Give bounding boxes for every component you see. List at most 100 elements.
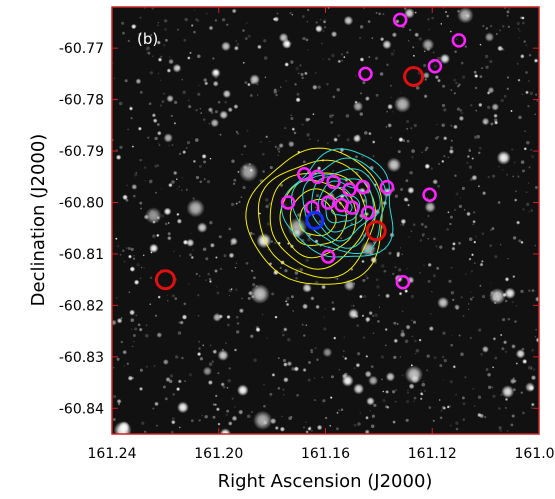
background-noise bbox=[247, 296, 251, 300]
background-noise bbox=[466, 161, 469, 165]
background-noise bbox=[481, 232, 485, 236]
background-noise bbox=[253, 233, 255, 235]
star bbox=[284, 62, 290, 67]
background-noise bbox=[143, 166, 147, 169]
background-noise bbox=[491, 227, 495, 231]
background-noise bbox=[362, 336, 366, 339]
star bbox=[175, 178, 178, 181]
magenta-source-marker bbox=[320, 249, 336, 264]
background-noise bbox=[294, 83, 297, 86]
background-noise bbox=[276, 12, 279, 15]
background-noise bbox=[203, 78, 207, 82]
star bbox=[361, 259, 365, 264]
background-noise bbox=[157, 22, 159, 24]
star bbox=[522, 358, 528, 365]
star bbox=[382, 390, 385, 393]
background-noise bbox=[449, 424, 452, 427]
background-noise bbox=[284, 126, 287, 130]
background-noise bbox=[406, 267, 409, 270]
x-tick-label: 161.20 bbox=[194, 446, 243, 462]
star bbox=[368, 131, 372, 136]
background-noise bbox=[455, 427, 459, 431]
background-noise bbox=[281, 331, 284, 333]
background-noise bbox=[410, 294, 415, 299]
star bbox=[525, 90, 529, 95]
background-noise bbox=[473, 405, 476, 407]
background-noise bbox=[441, 123, 445, 127]
background-noise bbox=[116, 357, 120, 361]
background-noise bbox=[199, 180, 203, 184]
star bbox=[515, 362, 519, 365]
star bbox=[304, 71, 308, 76]
star bbox=[227, 421, 233, 426]
background-noise bbox=[207, 272, 211, 276]
background-noise bbox=[244, 81, 248, 85]
star bbox=[385, 372, 396, 382]
background-noise bbox=[144, 180, 146, 182]
background-noise bbox=[520, 289, 524, 293]
background-noise bbox=[342, 350, 345, 353]
background-noise bbox=[295, 276, 298, 280]
star bbox=[234, 266, 237, 269]
background-noise bbox=[369, 410, 372, 412]
star bbox=[354, 100, 358, 104]
background-noise bbox=[428, 406, 432, 409]
background-noise bbox=[470, 270, 474, 273]
background-noise bbox=[313, 399, 316, 402]
background-noise bbox=[421, 151, 423, 153]
background-noise bbox=[188, 105, 192, 109]
star bbox=[418, 338, 422, 342]
star bbox=[305, 324, 308, 327]
background-noise bbox=[492, 394, 496, 398]
background-noise bbox=[521, 411, 525, 415]
background-noise bbox=[340, 237, 343, 240]
star bbox=[215, 407, 220, 412]
background-noise bbox=[453, 208, 457, 212]
background-noise bbox=[487, 373, 491, 377]
background-noise bbox=[230, 202, 235, 207]
background-noise bbox=[183, 302, 187, 306]
star bbox=[481, 117, 490, 126]
background-noise bbox=[301, 76, 304, 80]
background-noise bbox=[311, 430, 313, 432]
star bbox=[315, 304, 320, 310]
background-noise bbox=[418, 271, 421, 274]
star bbox=[312, 113, 315, 116]
background-noise bbox=[301, 123, 304, 126]
background-noise bbox=[127, 39, 130, 43]
background-noise bbox=[332, 170, 334, 172]
star bbox=[149, 303, 152, 306]
star bbox=[156, 332, 163, 338]
background-noise bbox=[346, 138, 350, 142]
background-noise bbox=[303, 334, 306, 337]
background-noise bbox=[511, 148, 514, 151]
star bbox=[396, 251, 401, 256]
background-noise bbox=[461, 75, 466, 79]
background-noise bbox=[375, 93, 379, 97]
background-noise bbox=[479, 75, 483, 78]
background-noise bbox=[238, 200, 241, 204]
background-noise bbox=[235, 288, 238, 291]
background-noise bbox=[363, 294, 367, 299]
star bbox=[414, 32, 420, 38]
background-noise bbox=[407, 391, 409, 394]
background-noise bbox=[518, 30, 521, 33]
background-noise bbox=[413, 396, 417, 400]
background-noise bbox=[302, 160, 306, 164]
star bbox=[486, 90, 491, 95]
background-noise bbox=[527, 105, 530, 108]
background-noise bbox=[401, 374, 404, 377]
background-noise bbox=[340, 204, 342, 206]
star bbox=[471, 253, 474, 257]
background-noise bbox=[504, 406, 508, 410]
background-noise bbox=[380, 355, 385, 359]
background-noise bbox=[427, 18, 430, 21]
star bbox=[283, 327, 288, 332]
star bbox=[316, 424, 323, 431]
background-noise bbox=[198, 419, 201, 422]
background-noise bbox=[156, 164, 160, 167]
y-tick-label: -60.78 bbox=[59, 93, 104, 109]
background-noise bbox=[409, 170, 413, 175]
star bbox=[274, 425, 279, 431]
star bbox=[393, 338, 399, 344]
